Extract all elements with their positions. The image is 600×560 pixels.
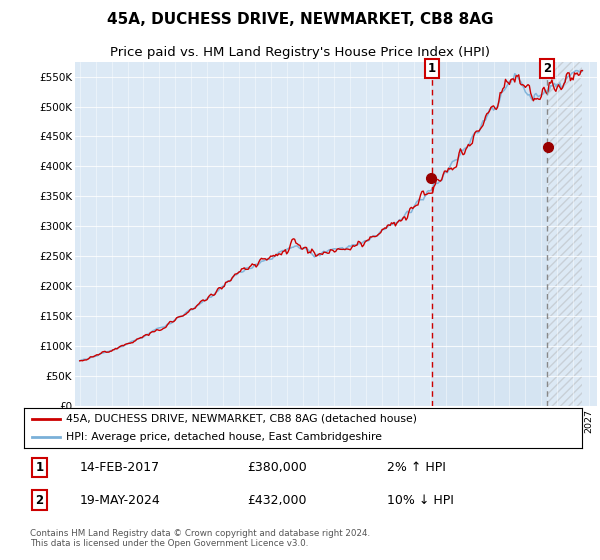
Bar bbox=[432, 62, 547, 406]
Bar bbox=[547, 62, 597, 406]
Text: 2: 2 bbox=[35, 494, 44, 507]
Text: 45A, DUCHESS DRIVE, NEWMARKET, CB8 8AG: 45A, DUCHESS DRIVE, NEWMARKET, CB8 8AG bbox=[107, 12, 493, 27]
Text: 2: 2 bbox=[543, 62, 551, 75]
Text: Contains HM Land Registry data © Crown copyright and database right 2024.
This d: Contains HM Land Registry data © Crown c… bbox=[29, 529, 370, 548]
Text: £380,000: £380,000 bbox=[247, 461, 307, 474]
Text: 1: 1 bbox=[35, 461, 44, 474]
Text: 14-FEB-2017: 14-FEB-2017 bbox=[80, 461, 160, 474]
Text: 1: 1 bbox=[428, 62, 436, 75]
Text: 2% ↑ HPI: 2% ↑ HPI bbox=[387, 461, 446, 474]
Text: HPI: Average price, detached house, East Cambridgeshire: HPI: Average price, detached house, East… bbox=[66, 432, 382, 442]
Text: 19-MAY-2024: 19-MAY-2024 bbox=[80, 494, 161, 507]
Text: 10% ↓ HPI: 10% ↓ HPI bbox=[387, 494, 454, 507]
Text: £432,000: £432,000 bbox=[247, 494, 307, 507]
Text: 45A, DUCHESS DRIVE, NEWMARKET, CB8 8AG (detached house): 45A, DUCHESS DRIVE, NEWMARKET, CB8 8AG (… bbox=[66, 414, 417, 423]
Text: Price paid vs. HM Land Registry's House Price Index (HPI): Price paid vs. HM Land Registry's House … bbox=[110, 46, 490, 59]
